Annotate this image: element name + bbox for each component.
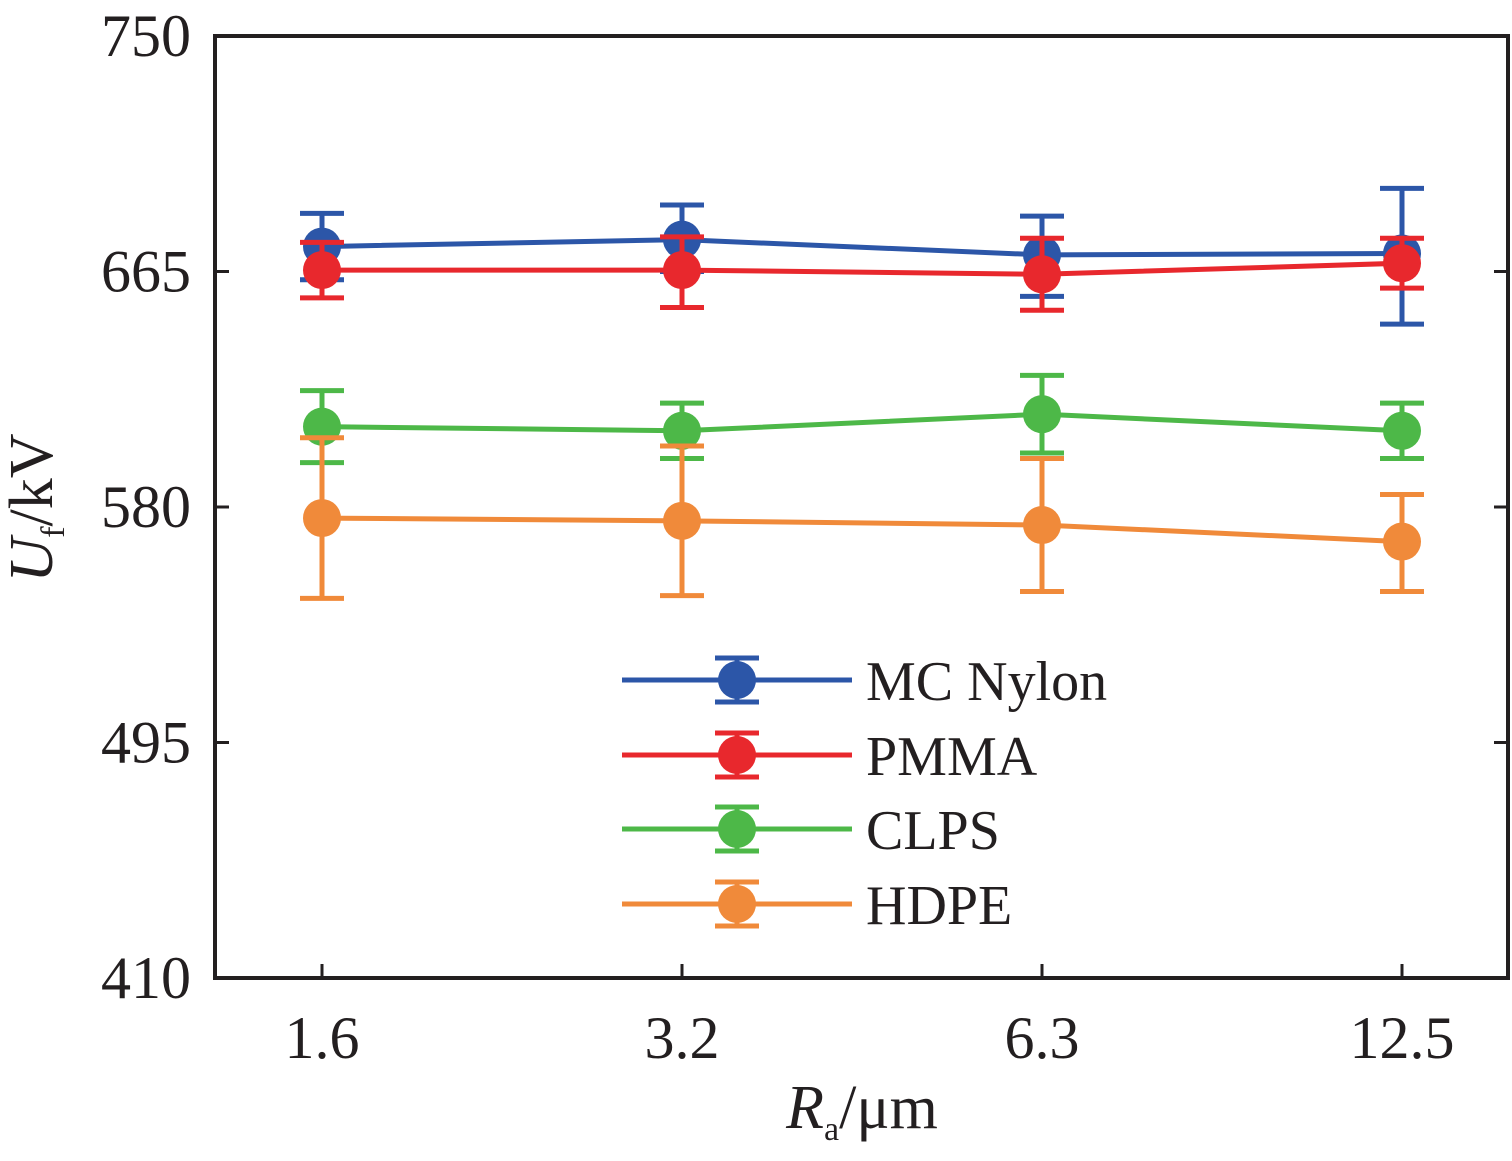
x-axis-unit: /μm <box>839 1074 938 1142</box>
y-tick-label: 580 <box>101 474 191 540</box>
legend-marker <box>718 661 756 699</box>
chart-marks <box>300 185 1424 601</box>
data-point <box>663 251 701 290</box>
series-hdpe <box>300 435 1424 601</box>
legend-item: MC Nylon <box>622 651 1107 713</box>
legend-marker <box>718 736 756 774</box>
series-mc-nylon <box>300 185 1424 327</box>
data-point <box>1023 395 1061 434</box>
legend-item: PMMA <box>622 726 1038 788</box>
data-point <box>1383 522 1421 561</box>
y-tick-label: 665 <box>101 239 191 305</box>
data-point <box>303 251 341 290</box>
legend-label: HDPE <box>866 875 1012 937</box>
data-point <box>1023 255 1061 294</box>
x-axis-symbol: R <box>785 1074 824 1142</box>
y-tick-label: 750 <box>101 3 191 69</box>
legend-label: MC Nylon <box>866 651 1107 713</box>
y-axis-symbol: U <box>0 534 66 583</box>
legend-item: CLPS <box>622 800 1000 862</box>
data-point <box>303 499 341 538</box>
legend: MC Nylon PMMA CLPS HDPE <box>622 651 1107 937</box>
y-tick-label: 410 <box>101 945 191 1011</box>
data-point <box>1383 411 1421 450</box>
data-point <box>1383 244 1421 283</box>
data-point <box>663 411 701 450</box>
series-line <box>322 260 1403 277</box>
plot-area <box>213 34 1510 980</box>
legend-marker <box>718 810 756 848</box>
y-axis-unit: /kV <box>0 433 66 526</box>
x-axis-title: Ra/μm <box>785 1074 938 1148</box>
x-tick-label: 3.2 <box>645 1005 720 1071</box>
series-pmma <box>300 234 1424 313</box>
series-clps <box>300 372 1424 466</box>
y-axis-subscript: f <box>35 526 72 538</box>
legend-item: HDPE <box>622 875 1012 937</box>
x-axis-subscript: a <box>824 1111 839 1148</box>
x-tick-label: 12.5 <box>1350 1005 1455 1071</box>
series-line <box>321 411 1403 434</box>
x-tick-label: 1.6 <box>285 1005 360 1071</box>
y-axis-title: Uf/kV <box>0 433 72 582</box>
data-point <box>1023 506 1061 545</box>
y-tick-label: 495 <box>101 710 191 776</box>
x-tick-label: 6.3 <box>1005 1005 1080 1071</box>
data-point <box>663 501 701 540</box>
series-line <box>321 515 1403 545</box>
axis-ticks: 410 495 580 665 750 1.6 3.2 6.3 12.5 <box>101 3 1508 1071</box>
plot-frame <box>213 34 1510 980</box>
legend-label: CLPS <box>866 800 1000 862</box>
legend-marker <box>718 885 756 923</box>
legend-label: PMMA <box>866 726 1038 788</box>
series-line <box>321 237 1403 258</box>
